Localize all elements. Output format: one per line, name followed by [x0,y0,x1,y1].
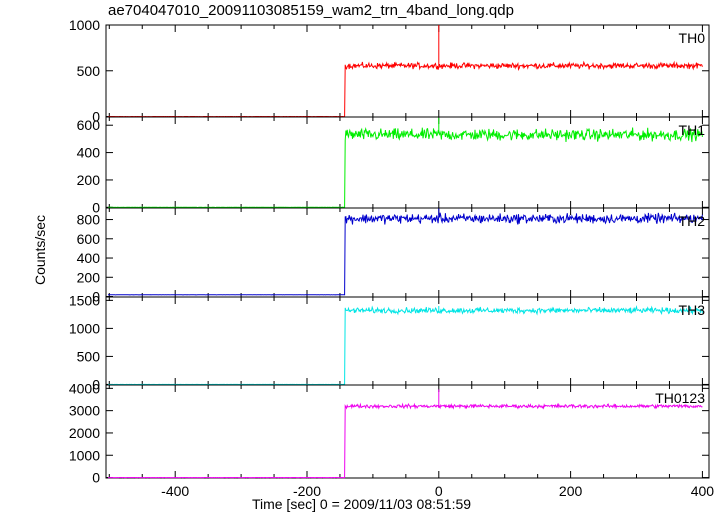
y-tick-label: 500 [77,348,101,364]
y-tick-label: 400 [77,145,101,161]
y-tick-label: 0 [92,289,100,305]
x-tick-label: 200 [559,483,583,499]
y-tick-label: 1000 [69,17,100,33]
y-tick-label: 1000 [69,447,100,463]
y-tick-label: 400 [77,250,101,266]
y-tick-label: 1500 [69,292,100,308]
series-line-th3 [108,305,703,386]
series-line-th0123 [108,389,703,479]
panel-label-th3: TH3 [679,302,706,318]
y-tick-label: 0 [92,199,100,215]
y-tick-label: 200 [77,269,101,285]
x-axis-label: Time [sec] 0 = 2009/11/03 08:51:59 [251,496,472,512]
y-tick-label: 2000 [69,425,100,441]
series-line-th0 [107,25,703,118]
y-tick-label: 200 [77,172,101,188]
panel-frame-th0 [105,24,710,118]
x-tick-label: -200 [293,483,321,499]
y-tick-label: 4000 [69,380,100,396]
panel-label-th0: TH0 [679,30,706,46]
series-line-th2 [108,208,703,296]
y-tick-label: 500 [77,63,101,79]
y-tick-label: 1000 [69,320,100,336]
y-tick-label: 0 [92,109,100,125]
panel-label-th2: TH2 [679,213,706,229]
x-tick-label: 400 [691,483,715,499]
panel-frame-th1 [105,116,710,209]
y-tick-label: 3000 [69,403,100,419]
y-tick-label: 600 [77,231,101,247]
panel-frame-th0123 [105,384,710,479]
chart-title: ae704047010_20091103085159_wam2_trn_4ban… [108,2,514,19]
panel-label-th0123: TH0123 [655,390,705,406]
y-tick-label: 0 [92,376,100,392]
x-tick-label: -400 [161,483,189,499]
panel-label-th1: TH1 [679,122,706,138]
series-line-th1 [107,117,703,209]
y-tick-label: 0 [92,470,100,486]
y-tick-label: 600 [77,117,101,133]
x-tick-label: 0 [435,483,443,499]
y-tick-label: 800 [77,212,101,228]
